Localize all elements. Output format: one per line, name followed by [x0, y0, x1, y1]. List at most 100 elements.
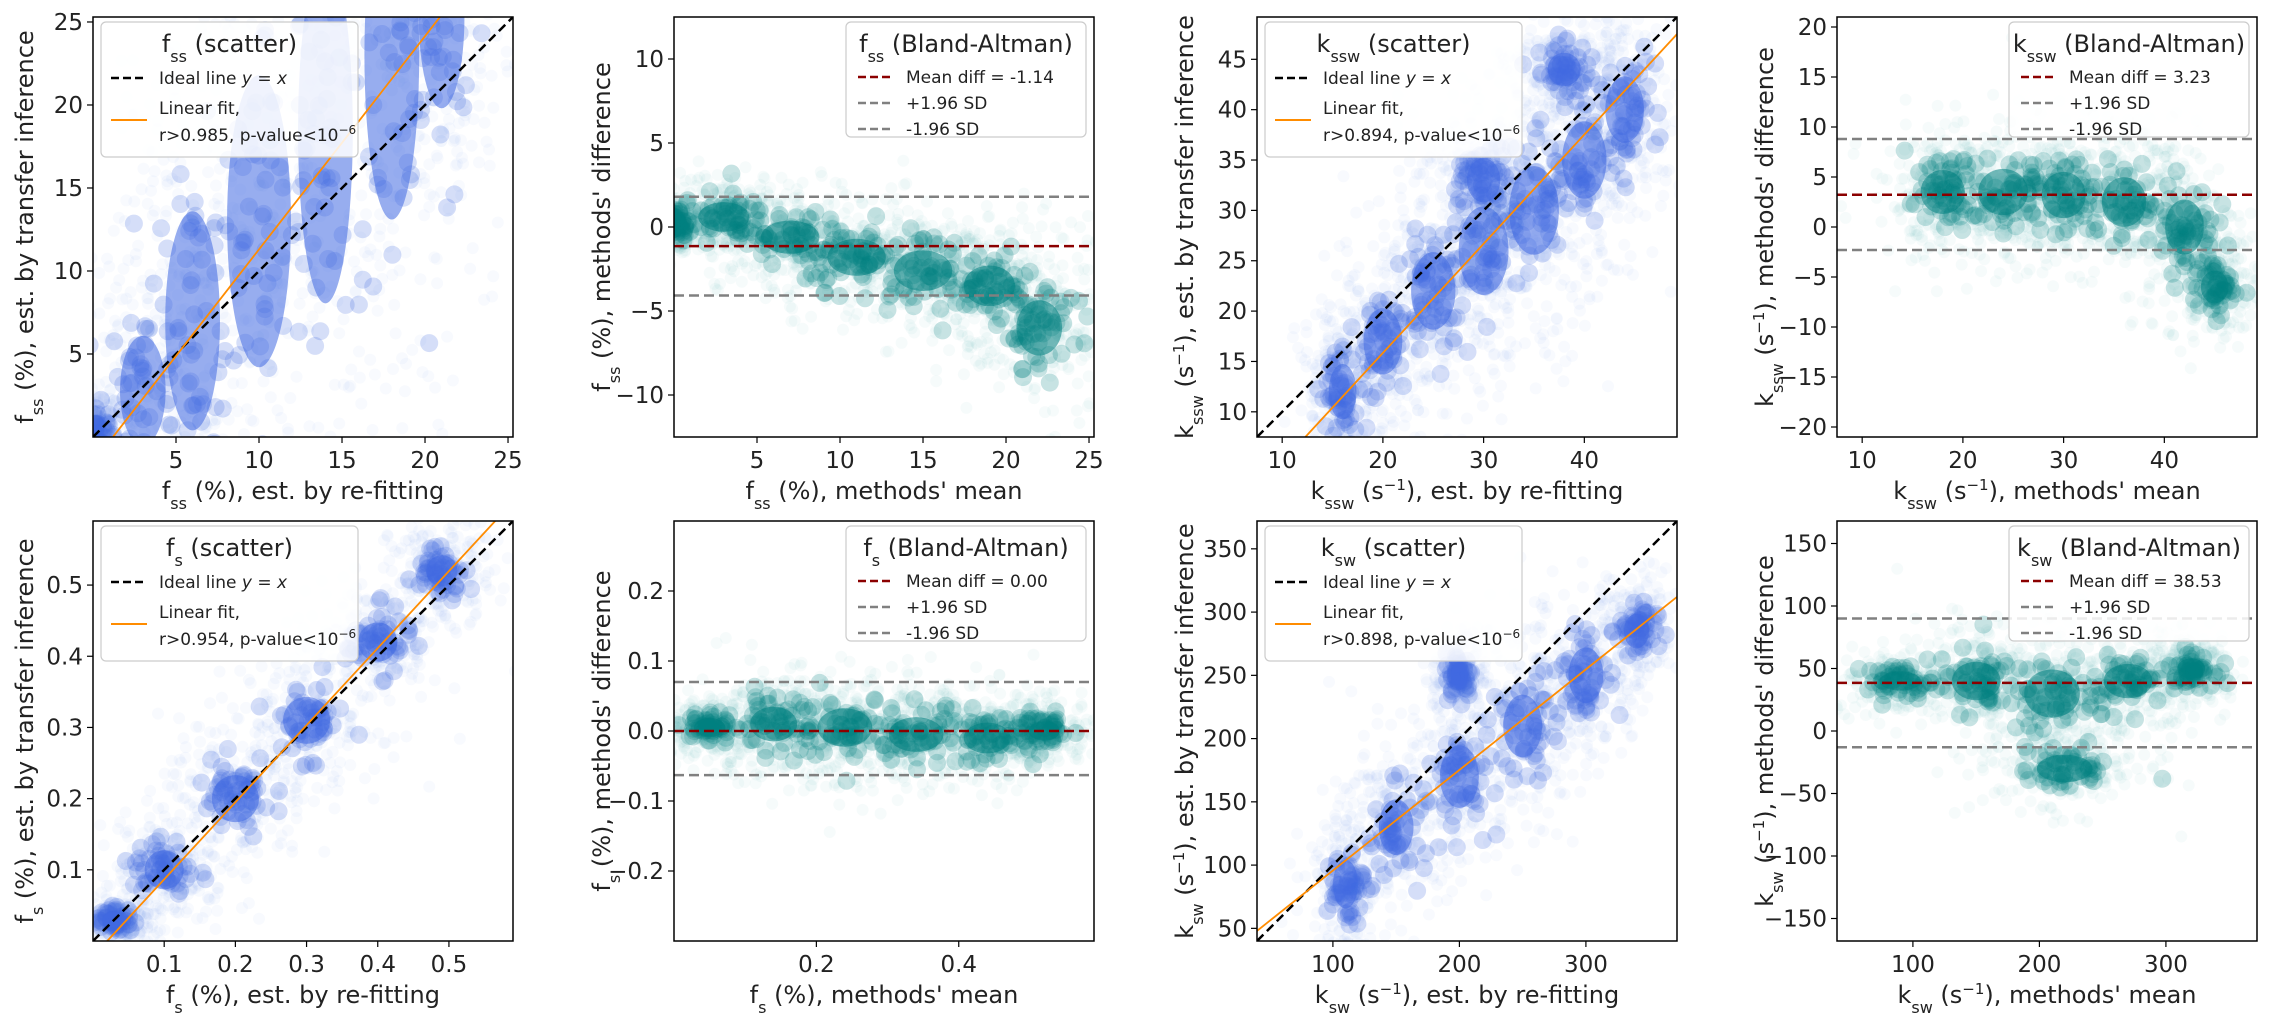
data-point: [1097, 348, 1109, 360]
data-point: [1384, 357, 1396, 369]
data-point: [878, 300, 897, 319]
data-point: [798, 208, 817, 227]
data-point: [434, 0, 452, 7]
data-point: [1489, 348, 1501, 360]
data-point: [862, 223, 881, 242]
data-point: [150, 457, 162, 469]
data-point: [1438, 250, 1457, 269]
data-point: [1343, 350, 1362, 369]
data-point: [942, 280, 961, 299]
data-point: [981, 269, 993, 281]
data-point: [1458, 342, 1477, 361]
data-point: [1495, 380, 1507, 392]
data-point: [1349, 269, 1361, 281]
ideal-line: [93, 17, 513, 437]
data-point: [1445, 329, 1463, 348]
data-point: [103, 474, 121, 492]
data-point: [947, 293, 966, 312]
legend-ideal-label: Ideal line y = x: [159, 69, 288, 89]
data-point: [87, 452, 99, 464]
data-point: [93, 399, 105, 418]
data-point: [809, 248, 828, 267]
data-point: [99, 473, 111, 485]
fss-ba-points: [634, 125, 1109, 429]
data-point: [109, 474, 127, 492]
data-point: [1040, 373, 1059, 392]
data-point: [1442, 348, 1454, 360]
data-point: [104, 496, 116, 508]
data-point: [398, 456, 410, 468]
data-point: [1521, 297, 1533, 309]
data-point: [117, 437, 129, 449]
data-point: [304, 0, 316, 1]
data-point: [1545, 152, 1564, 171]
data-point: [105, 332, 124, 351]
data-point: [160, 415, 179, 434]
data-point: [456, 76, 475, 95]
data-point: [985, 302, 1003, 321]
x-tick-label: 20: [410, 448, 439, 474]
data-point: [162, 416, 181, 435]
data-point: [1005, 261, 1017, 273]
data-point: [1368, 382, 1387, 401]
data-point: [656, 179, 668, 191]
data-point: [981, 200, 993, 212]
data-point: [406, 344, 418, 356]
data-point: [411, 111, 430, 129]
data-point: [220, 312, 232, 324]
data-point: [64, 447, 76, 459]
data-point: [634, 208, 646, 220]
data-point: [487, 102, 499, 114]
data-point: [291, 371, 303, 383]
fss-scatter-plot-area: [64, 0, 513, 559]
data-point: [1073, 417, 1085, 429]
data-point: [704, 267, 716, 279]
data-point: [136, 317, 155, 336]
data-point: [1446, 213, 1465, 232]
data-point: [1331, 269, 1343, 281]
data-point: [1331, 444, 1343, 456]
data-point: [863, 242, 875, 254]
data-point: [886, 238, 905, 257]
data-point: [395, 0, 413, 5]
data-point: [384, 27, 396, 39]
data-point: [1444, 290, 1456, 302]
data-point: [1498, 298, 1510, 310]
data-point: [318, 287, 330, 299]
data-point: [1444, 225, 1463, 244]
fss-ba-legend: fss (Bland-Altman)Mean diff = -1.14+1.96…: [845, 21, 1087, 140]
data-point: [392, 449, 404, 461]
data-point: [392, 0, 410, 16]
data-point: [1546, 152, 1565, 171]
data-point: [299, 455, 311, 467]
data-point: [239, 228, 251, 240]
data-point: [108, 445, 120, 457]
data-point: [86, 547, 98, 559]
data-point: [1408, 322, 1427, 340]
data-point: [93, 405, 103, 424]
data-point: [1342, 318, 1361, 337]
data-point: [1013, 360, 1032, 379]
data-point: [1502, 317, 1514, 329]
data-point: [101, 443, 113, 455]
data-point: [817, 271, 836, 289]
data-point: [906, 234, 925, 253]
data-point: [1401, 250, 1420, 269]
data-point: [338, 379, 350, 391]
data-point: [109, 474, 121, 486]
data-point: [111, 456, 123, 468]
data-point: [382, 71, 394, 83]
data-point: [635, 125, 647, 137]
data-point: [88, 439, 100, 451]
data-point: [1020, 262, 1039, 281]
legend-plus-sd-label: +1.96 SD: [906, 94, 987, 114]
legend-fit-stats: r>0.985, p-value<10−6: [159, 123, 356, 146]
data-point: [654, 163, 666, 175]
data-point: [786, 303, 798, 315]
data-point: [867, 207, 886, 226]
data-point: [1072, 378, 1084, 390]
data-point: [761, 279, 773, 291]
data-point: [1072, 252, 1084, 264]
data-point: [1402, 389, 1414, 401]
